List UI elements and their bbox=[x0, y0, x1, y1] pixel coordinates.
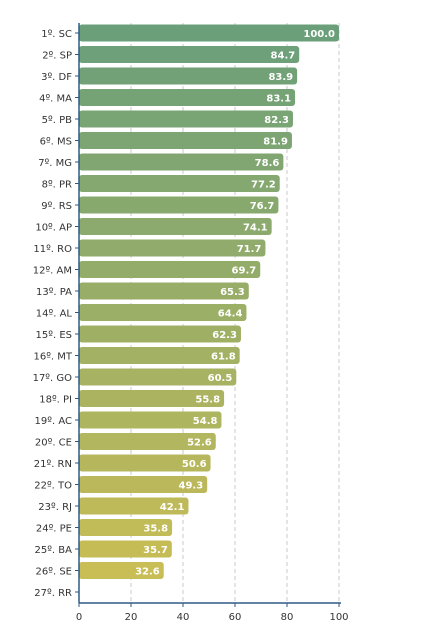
bar-value-label: 54.8 bbox=[193, 416, 218, 427]
category-label: 14º. AL bbox=[36, 309, 73, 320]
bar bbox=[79, 476, 208, 493]
bar bbox=[79, 540, 172, 558]
bar-value-label: 78.6 bbox=[255, 158, 280, 169]
bar bbox=[79, 368, 237, 386]
bar-value-label: 60.5 bbox=[208, 373, 233, 384]
category-label: 19º. AC bbox=[35, 416, 72, 427]
bar-value-label: 82.3 bbox=[264, 115, 289, 126]
category-label: 25º. BA bbox=[35, 545, 73, 556]
bar-value-label: 71.7 bbox=[237, 244, 262, 255]
category-label: 18º. PI bbox=[39, 395, 72, 406]
bars: 100.0 84.7 83.9 83.1 82.3 81.9 78.6 77.2 76.7 74.… bbox=[79, 24, 339, 579]
category-label: 20º. CE bbox=[35, 438, 72, 449]
category-label: 7º. MG bbox=[38, 158, 72, 169]
bar bbox=[79, 153, 284, 171]
bar bbox=[79, 89, 296, 106]
bar-value-label: 81.9 bbox=[263, 137, 288, 148]
bar-value-label: 62.3 bbox=[212, 330, 237, 341]
bar bbox=[79, 325, 241, 343]
category-label: 11º. RO bbox=[33, 244, 72, 255]
category-label: 21º. RN bbox=[34, 459, 72, 470]
category-label: 24º. PE bbox=[36, 524, 72, 535]
category-label: 13º. PA bbox=[36, 287, 72, 298]
bar bbox=[79, 347, 240, 364]
x-tick-label: 20 bbox=[125, 612, 138, 623]
bar-value-label: 64.4 bbox=[218, 309, 243, 320]
category-label: 10º. AP bbox=[35, 223, 72, 234]
bar bbox=[79, 132, 292, 149]
bar-value-label: 52.6 bbox=[187, 438, 212, 449]
bar bbox=[79, 24, 339, 42]
bar bbox=[79, 304, 247, 321]
bar bbox=[79, 196, 279, 214]
bar-value-label: 55.8 bbox=[195, 395, 220, 406]
x-tick-label: 40 bbox=[177, 612, 190, 623]
bar-value-label: 69.7 bbox=[232, 266, 257, 277]
x-tick-label: 60 bbox=[229, 612, 242, 623]
bar bbox=[79, 497, 189, 515]
bar-value-label: 84.7 bbox=[271, 51, 296, 62]
category-label: 22º. TO bbox=[34, 481, 72, 492]
category-labels: 1º. SC 2º. SP 3º. DF 4º. MA 5º. PB 6º. MS 7º. … bbox=[33, 29, 73, 599]
category-label: 27º. RR bbox=[34, 588, 72, 599]
bar-value-label: 74.1 bbox=[243, 223, 268, 234]
bar-value-label: 50.6 bbox=[182, 459, 207, 470]
x-tick-label: 100 bbox=[329, 612, 348, 623]
category-label: 12º. AM bbox=[33, 266, 72, 277]
bar-value-label: 83.9 bbox=[268, 72, 293, 83]
category-label: 17º. GO bbox=[33, 373, 73, 384]
x-tick-labels: 0 20 40 60 80 100 bbox=[76, 612, 349, 623]
bar bbox=[79, 46, 300, 63]
bar bbox=[79, 519, 173, 536]
bar-value-label: 42.1 bbox=[160, 502, 185, 513]
bar-value-label: 83.1 bbox=[266, 94, 291, 105]
category-label: 15º. ES bbox=[36, 330, 72, 341]
bar-value-label: 32.6 bbox=[135, 567, 160, 578]
bar bbox=[79, 282, 249, 300]
axes bbox=[75, 23, 341, 607]
bar bbox=[79, 67, 298, 85]
category-label: 26º. SE bbox=[36, 567, 72, 578]
bar-value-label: 61.8 bbox=[211, 352, 236, 363]
bar-value-label: 76.7 bbox=[250, 201, 275, 212]
category-label: 6º. MS bbox=[40, 137, 72, 148]
category-label: 5º. PB bbox=[42, 115, 72, 126]
bar bbox=[79, 562, 164, 579]
bar-value-label: 35.7 bbox=[143, 545, 168, 556]
category-label: 8º. PR bbox=[42, 180, 72, 191]
category-label: 23º. RJ bbox=[38, 502, 72, 513]
bar bbox=[79, 218, 272, 235]
category-label: 2º. SP bbox=[42, 51, 72, 62]
bar bbox=[79, 110, 293, 128]
x-tick-label: 80 bbox=[281, 612, 294, 623]
bar bbox=[79, 411, 222, 429]
bar bbox=[79, 390, 225, 407]
bar bbox=[79, 433, 216, 450]
category-label: 4º. MA bbox=[39, 94, 72, 105]
bar bbox=[79, 454, 211, 472]
bar-value-label: 100.0 bbox=[303, 29, 335, 40]
category-label: 3º. DF bbox=[41, 72, 72, 83]
bar-value-label: 49.3 bbox=[178, 481, 203, 492]
bar bbox=[79, 175, 280, 192]
bar-value-label: 77.2 bbox=[251, 180, 276, 191]
bar bbox=[79, 261, 261, 278]
category-label: 9º. RS bbox=[41, 201, 72, 212]
bar-value-label: 35.8 bbox=[143, 524, 168, 535]
x-tick-label: 0 bbox=[76, 612, 82, 623]
bar-value-label: 65.3 bbox=[220, 287, 245, 298]
category-label: 1º. SC bbox=[41, 29, 72, 40]
category-label: 16º. MT bbox=[33, 352, 72, 363]
bar bbox=[79, 239, 266, 257]
